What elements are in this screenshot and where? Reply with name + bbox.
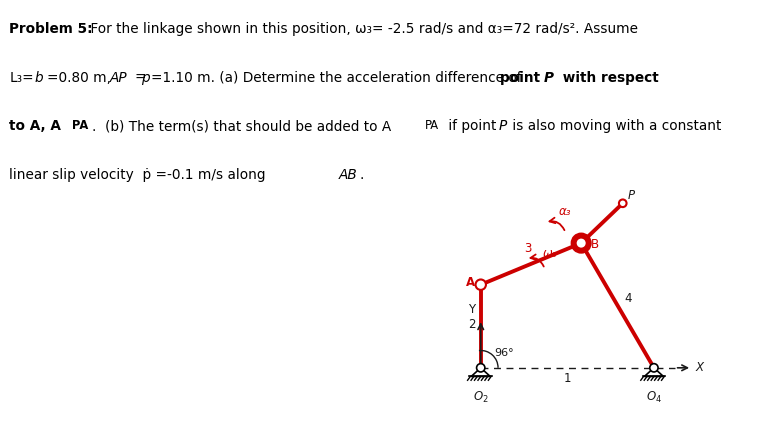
Circle shape — [571, 234, 591, 253]
Text: L₃=: L₃= — [9, 71, 34, 85]
Circle shape — [650, 364, 658, 372]
Text: For the linkage shown in this position, ω₃= -2.5 rad/s and α₃=72 rad/s². Assume: For the linkage shown in this position, … — [86, 22, 638, 36]
Circle shape — [475, 279, 486, 290]
Text: with respect: with respect — [558, 71, 659, 85]
Text: 1: 1 — [564, 372, 571, 385]
Text: is also moving with a constant: is also moving with a constant — [508, 120, 721, 134]
Text: P: P — [544, 71, 554, 85]
Text: α₃: α₃ — [558, 205, 571, 218]
Text: PA: PA — [424, 120, 438, 132]
Text: to A, A: to A, A — [9, 120, 61, 134]
Text: P: P — [498, 120, 507, 134]
Text: b: b — [35, 71, 43, 85]
Circle shape — [578, 240, 584, 247]
Text: AP: AP — [110, 71, 128, 85]
Text: B: B — [591, 238, 599, 251]
Text: X: X — [695, 361, 704, 374]
Text: =: = — [135, 71, 146, 85]
Circle shape — [619, 199, 627, 207]
Circle shape — [477, 364, 485, 372]
Text: 2: 2 — [468, 318, 476, 331]
Text: P: P — [628, 189, 634, 202]
Text: .: . — [360, 168, 365, 182]
Text: A: A — [466, 276, 475, 290]
Text: p: p — [141, 71, 150, 85]
Text: Y: Y — [468, 303, 475, 316]
Text: 3: 3 — [524, 242, 531, 255]
Text: linear slip velocity  ṗ =-0.1 m/s along: linear slip velocity ṗ =-0.1 m/s along — [9, 168, 270, 182]
Text: .  (b) The term(s) that should be added to A: . (b) The term(s) that should be added t… — [92, 120, 391, 134]
Text: 4: 4 — [624, 292, 632, 305]
Text: point: point — [500, 71, 544, 85]
Text: $O_4$: $O_4$ — [646, 390, 662, 405]
Text: PA: PA — [72, 120, 88, 132]
Text: =1.10 m. (a) Determine the acceleration difference of: =1.10 m. (a) Determine the acceleration … — [151, 71, 526, 85]
Text: AB: AB — [338, 168, 357, 182]
Text: =0.80 m,: =0.80 m, — [47, 71, 115, 85]
Text: if point: if point — [444, 120, 501, 134]
Text: $O_2$: $O_2$ — [473, 390, 488, 405]
Text: 96°: 96° — [494, 348, 514, 358]
Text: Problem 5:: Problem 5: — [9, 22, 93, 36]
Text: ω₃: ω₃ — [543, 247, 558, 260]
